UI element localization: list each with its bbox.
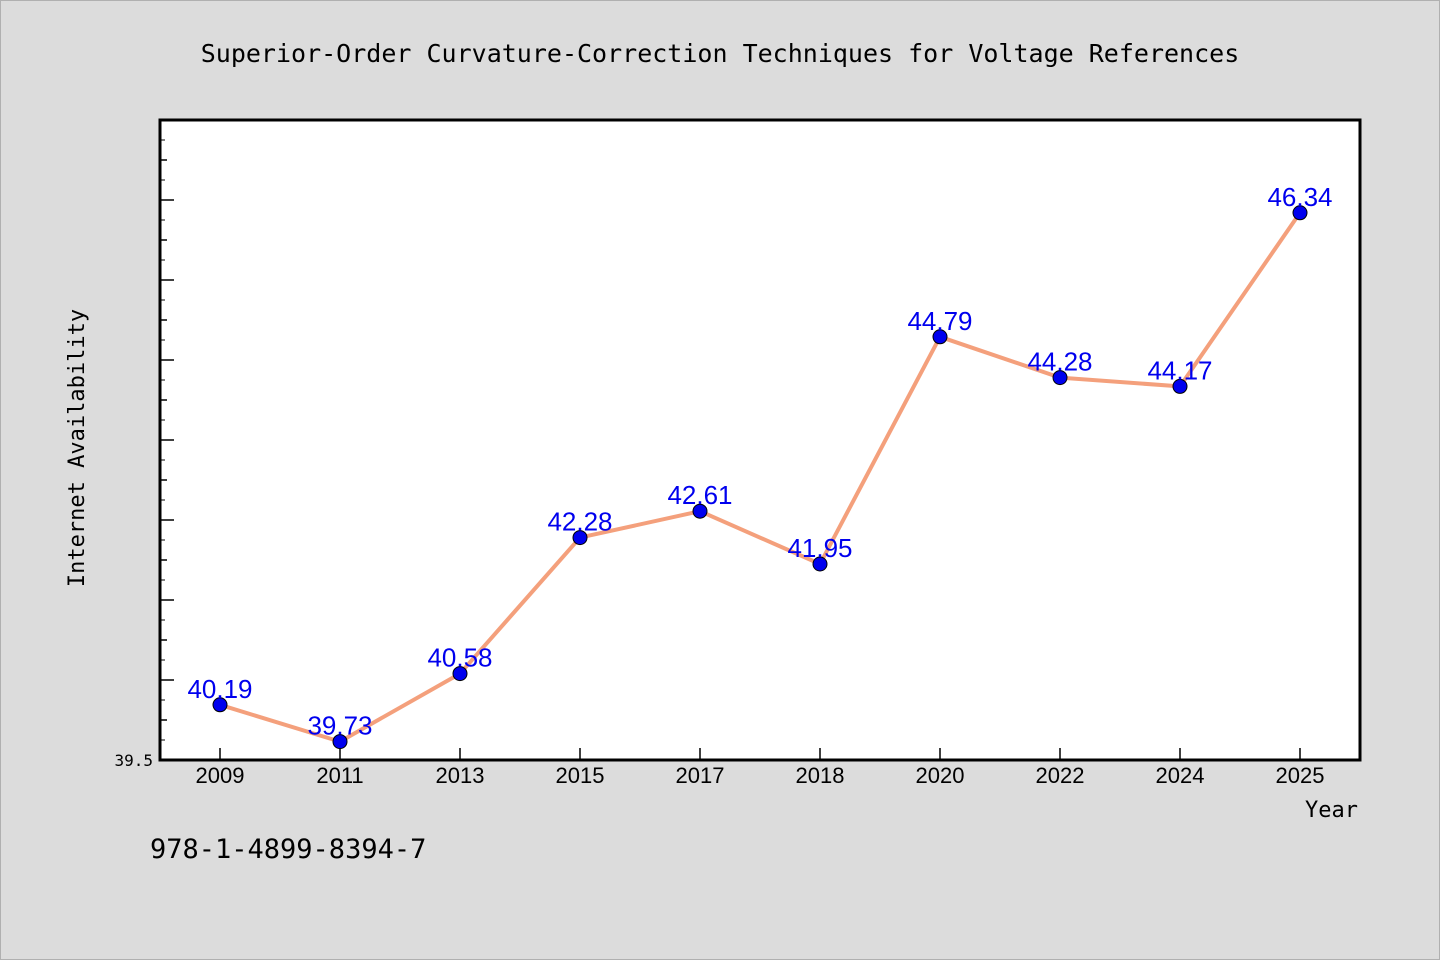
data-point [1052, 370, 1068, 386]
series-line [218, 210, 1302, 744]
x-axis-label: Year [1305, 798, 1358, 823]
data-label: 40.19 [187, 674, 252, 704]
data-point [452, 666, 468, 682]
data-label: 39.73 [307, 711, 372, 741]
x-tick-label: 2024 [1156, 763, 1205, 788]
x-tick-label: 2011 [316, 763, 363, 788]
data-point [572, 530, 588, 546]
data-point [932, 329, 948, 345]
data-label: 42.61 [667, 480, 732, 510]
data-label: 44.79 [907, 306, 972, 336]
data-point [692, 503, 708, 519]
y-axis-label: Internet Availability [65, 309, 90, 587]
data-point [1292, 205, 1308, 221]
plot-area [158, 118, 1362, 762]
data-label: 40.58 [427, 643, 492, 673]
data-point [812, 556, 828, 572]
x-tick-label: 2022 [1036, 763, 1085, 788]
data-point [1172, 378, 1188, 394]
data-label: 44.17 [1147, 355, 1212, 385]
y-tick-label: 39.5 [114, 751, 153, 770]
x-tick-label: 2018 [796, 763, 845, 788]
data-label: 46.34 [1267, 182, 1332, 212]
isbn-text: 978-1-4899-8394-7 [150, 834, 427, 865]
x-tick-label: 2025 [1276, 763, 1325, 788]
data-label: 41.95 [787, 533, 852, 563]
series-line-group [218, 210, 1302, 744]
y-axis-ticks [160, 119, 174, 761]
x-tick-label: 2017 [676, 763, 725, 788]
x-tick-label: 2009 [196, 763, 245, 788]
data-point [332, 734, 348, 750]
data-label: 42.28 [547, 507, 612, 537]
x-axis-ticks: 2009 2011 2013 2015 2017 2018 2020 2022 2024 2025 [196, 748, 1325, 788]
chart-title: Superior-Order Curvature-Correction Tech… [201, 39, 1240, 68]
data-labels: 40.19 39.73 40.58 42.28 42.61 41.95 44.79 44.28… [187, 182, 1332, 741]
series-markers [212, 205, 1308, 750]
data-point [212, 697, 228, 713]
x-tick-label: 2020 [916, 763, 965, 788]
data-label: 44.28 [1027, 347, 1092, 377]
x-tick-label: 2013 [436, 763, 485, 788]
x-tick-label: 2015 [556, 763, 605, 788]
